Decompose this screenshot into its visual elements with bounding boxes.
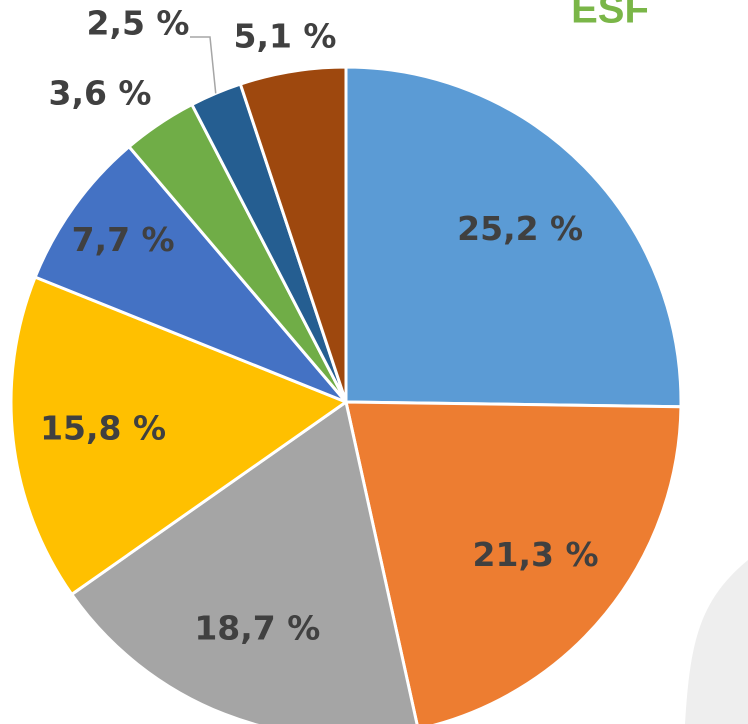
leader-line (190, 36, 217, 94)
pie-slice (344, 400, 683, 724)
data-label: 15,8 % (40, 409, 166, 448)
background-shape (685, 560, 748, 724)
data-label: 5,1 % (233, 17, 336, 56)
pie-slice (344, 65, 683, 409)
pie-slice (33, 144, 348, 404)
data-label: 18,7 % (194, 608, 320, 647)
pie-slice (9, 275, 350, 597)
pie-slice (69, 399, 419, 724)
data-label: 3,6 % (48, 74, 151, 113)
chart-title: ESF (571, 0, 649, 32)
data-label: 21,3 % (473, 535, 599, 574)
data-label: 2,5 % (86, 4, 189, 43)
data-label: 7,7 % (72, 220, 175, 259)
data-label: 25,2 % (457, 209, 583, 248)
pie-slice (238, 65, 348, 403)
